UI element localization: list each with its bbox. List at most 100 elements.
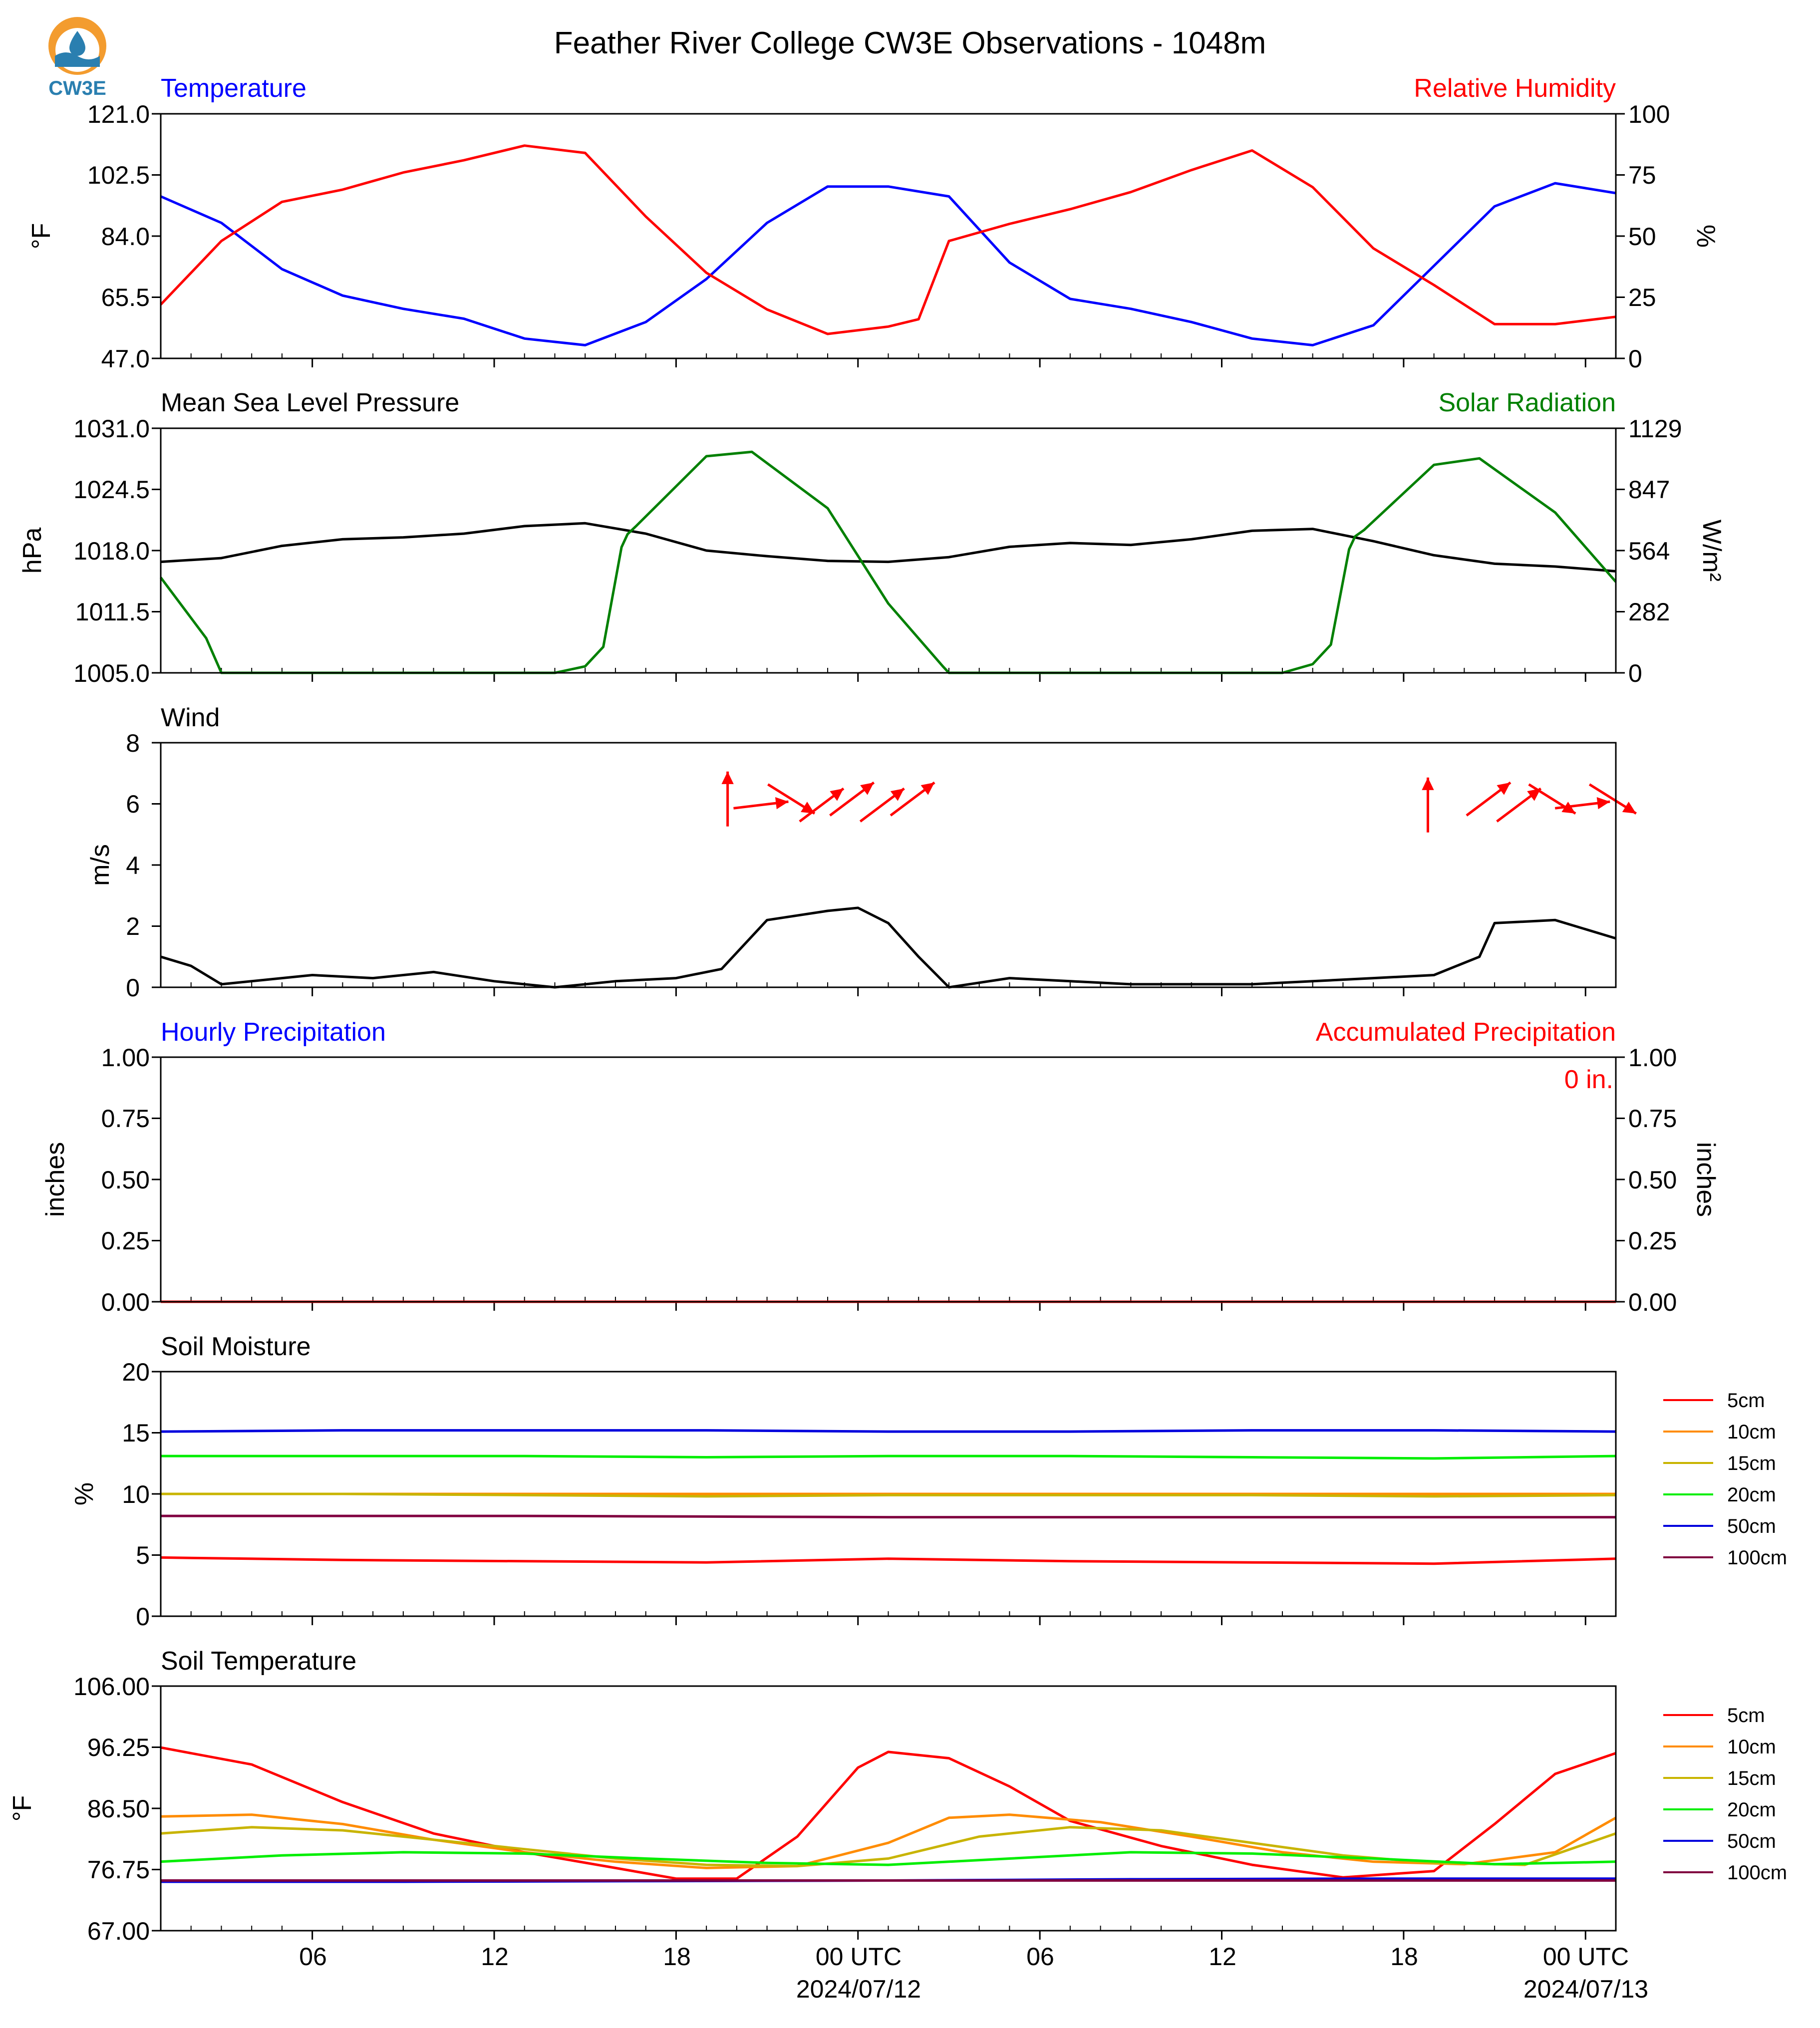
hourly-precip-unit: inches	[41, 1142, 70, 1217]
series-line-relative-humidity	[160, 144, 1616, 335]
logo-wave-icon	[55, 52, 100, 67]
temperature-unit: °F	[27, 223, 56, 250]
pressure-tick: 1018.0	[73, 537, 150, 565]
legend-label-100cm: 100cm	[1727, 1862, 1787, 1884]
pressure-tick: 1011.5	[75, 598, 150, 626]
soil-moisture-tick: 10	[122, 1480, 150, 1508]
wind-tick: 0	[126, 974, 140, 1002]
humidity-unit: %	[1691, 225, 1720, 248]
wind-vector-arrow	[1554, 797, 1610, 810]
wind-vector-arrow	[767, 783, 816, 815]
legend-label-50cm: 50cm	[1727, 1830, 1776, 1852]
soil-temperature-frame	[160, 1685, 1617, 1932]
time-tick-label: 06	[1026, 1943, 1054, 1971]
series-line-solar-radiation	[159, 450, 1617, 674]
legend-label-100cm: 100cm	[1727, 1547, 1787, 1569]
solar-tick: 847	[1628, 476, 1670, 504]
legend-label-50cm: 50cm	[1727, 1515, 1776, 1537]
series-line-50cm	[160, 1429, 1616, 1433]
time-axis-labels: 06 12 18 00 UTC 06 12 18 00 UTC 2024/07/…	[299, 1943, 1648, 2003]
soil-temp-tick: 86.50	[87, 1795, 150, 1823]
soil-moisture-legend: 5cm 10cm 15cm 20cm 50cm 100cm	[1663, 1390, 1787, 1569]
pressure-title: Mean Sea Level Pressure	[161, 388, 459, 417]
date-label: 2024/07/12	[796, 1975, 921, 2003]
accum-tick: 0.75	[1628, 1105, 1677, 1133]
accum-tick: 1.00	[1628, 1044, 1677, 1072]
wind-tick: 6	[126, 790, 140, 818]
wind-title: Wind	[161, 703, 220, 732]
soil-moisture-frame	[160, 1371, 1617, 1617]
rh-tick: 25	[1628, 284, 1656, 311]
temp-tick: 121.0	[87, 100, 150, 128]
precip-tick: 1.00	[101, 1044, 150, 1072]
cw3e-logo: CW3E	[48, 17, 106, 99]
wind-lines	[160, 771, 1637, 989]
wind-tick: 8	[126, 729, 140, 757]
soil-moisture-axis-ticks	[152, 1371, 1616, 1625]
accum-tick: 0.00	[1628, 1288, 1677, 1316]
series-line-15cm	[161, 1492, 1616, 1498]
rh-tick: 100	[1628, 100, 1670, 128]
time-tick-label: 00 UTC	[816, 1943, 902, 1971]
humidity-title: Relative Humidity	[1414, 74, 1616, 103]
accum-tick: 0.50	[1628, 1166, 1677, 1194]
temp-tick: 84.0	[101, 223, 150, 251]
legend-label-15cm: 15cm	[1727, 1452, 1776, 1474]
panel-pressure-solar: Mean Sea Level Pressure Solar Radiation …	[18, 388, 1726, 687]
date-label: 2024/07/13	[1523, 1975, 1648, 2003]
legend-label-10cm: 10cm	[1727, 1736, 1776, 1758]
wind-vector-arrow	[721, 771, 734, 827]
temperature-humidity-lines	[160, 144, 1616, 346]
panel-precipitation: Hourly Precipitation Accumulated Precipi…	[41, 1018, 1720, 1316]
solar-tick: 564	[1628, 537, 1670, 565]
rh-tick: 75	[1628, 161, 1656, 189]
soil-moisture-unit: %	[70, 1482, 99, 1505]
soil-temp-tick: 96.25	[87, 1734, 150, 1761]
pressure-solar-frame	[160, 427, 1617, 674]
temperature-humidity-frame	[160, 113, 1617, 359]
legend-label-20cm: 20cm	[1727, 1484, 1776, 1506]
soil-temp-tick: 67.00	[87, 1917, 150, 1945]
wind-vector-arrow	[1422, 777, 1434, 833]
wind-tick: 4	[126, 852, 140, 879]
soil-temperature-title: Soil Temperature	[161, 1647, 356, 1676]
hourly-precip-title: Hourly Precipitation	[161, 1018, 386, 1047]
precip-tick: 0.25	[101, 1227, 150, 1255]
series-line-100cm	[161, 1514, 1616, 1519]
soil-moisture-tick: 5	[136, 1541, 150, 1569]
soil-moisture-lines	[160, 1429, 1616, 1565]
wind-vector-arrow	[890, 781, 935, 817]
pressure-unit: hPa	[18, 528, 47, 574]
wind-vector-arrow	[1588, 783, 1637, 815]
solar-title: Solar Radiation	[1438, 388, 1616, 417]
wind-vector-arrow	[829, 781, 875, 817]
figure-title: Feather River College CW3E Observations …	[554, 26, 1266, 60]
solar-tick: 1129	[1628, 415, 1682, 443]
series-line-5cm	[160, 1556, 1616, 1565]
wind-vector-arrow	[733, 797, 789, 810]
logo-drop-icon	[69, 31, 85, 56]
solar-unit: W/m²	[1697, 520, 1726, 581]
temp-tick: 102.5	[87, 161, 150, 189]
wind-vector-arrow	[1496, 787, 1542, 823]
accum-tick: 0.25	[1628, 1227, 1677, 1255]
panel-soil-temperature: Soil Temperature 106.00 96.25 86.50 76.7…	[8, 1647, 1787, 1945]
temp-tick: 47.0	[101, 345, 150, 373]
series-line-5cm	[160, 1746, 1616, 1880]
wind-vector-arrow	[859, 787, 905, 823]
panel-soil-moisture: Soil Moisture 20 15 10 5 0 % 5cm 10cm 15…	[70, 1332, 1787, 1631]
series-line-20cm	[161, 1454, 1616, 1460]
legend-label-5cm: 5cm	[1727, 1390, 1765, 1412]
temperature-title: Temperature	[161, 74, 306, 103]
series-line-mean-sea-level-pressure	[160, 522, 1616, 573]
rh-tick: 50	[1628, 223, 1656, 251]
legend-label-20cm: 20cm	[1727, 1799, 1776, 1821]
precip-tick: 0.75	[101, 1105, 150, 1133]
precip-tick: 0.00	[101, 1288, 150, 1316]
series-line-wind	[160, 906, 1616, 989]
rh-tick: 0	[1628, 345, 1642, 373]
soil-moisture-tick: 0	[136, 1603, 150, 1631]
